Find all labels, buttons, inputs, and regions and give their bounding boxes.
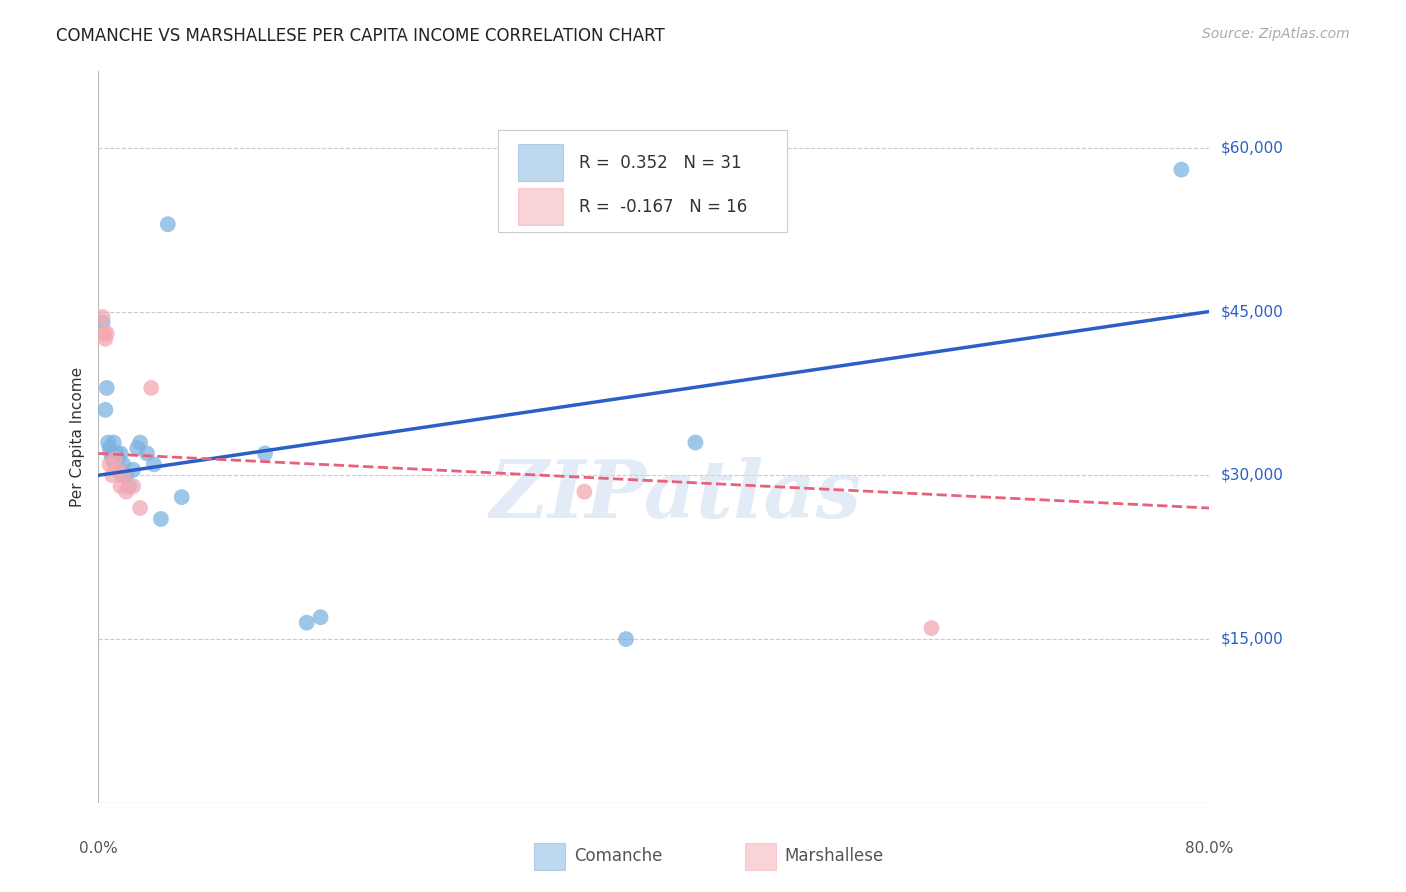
Point <box>91 310 114 324</box>
Point <box>118 479 141 493</box>
Text: Source: ZipAtlas.com: Source: ZipAtlas.com <box>1202 27 1350 41</box>
Point <box>103 435 125 450</box>
Point <box>1170 162 1192 177</box>
Point <box>101 451 124 466</box>
Point <box>143 458 166 472</box>
Point <box>98 441 121 455</box>
Text: $60,000: $60,000 <box>1220 140 1284 155</box>
Point <box>127 441 149 455</box>
Y-axis label: Per Capita Income: Per Capita Income <box>69 367 84 508</box>
Text: COMANCHE VS MARSHALLESE PER CAPITA INCOME CORRELATION CHART: COMANCHE VS MARSHALLESE PER CAPITA INCOM… <box>56 27 665 45</box>
Text: R =  -0.167   N = 16: R = -0.167 N = 16 <box>579 198 748 216</box>
Point <box>115 484 138 499</box>
Point <box>105 446 128 460</box>
Point <box>295 615 318 630</box>
Text: 80.0%: 80.0% <box>1185 841 1233 856</box>
Point <box>100 446 122 460</box>
Point <box>122 479 145 493</box>
Point <box>309 610 332 624</box>
Text: R =  0.352   N = 31: R = 0.352 N = 31 <box>579 153 742 171</box>
FancyBboxPatch shape <box>519 188 562 225</box>
FancyBboxPatch shape <box>519 145 562 181</box>
Point <box>156 217 179 231</box>
Point <box>112 468 135 483</box>
Point <box>108 463 131 477</box>
Point <box>136 446 159 460</box>
Text: Marshallese: Marshallese <box>785 847 884 865</box>
Text: Comanche: Comanche <box>574 847 662 865</box>
Point <box>253 446 276 460</box>
Point <box>170 490 193 504</box>
Point <box>685 435 707 450</box>
Text: ZIPatlas: ZIPatlas <box>489 457 862 534</box>
FancyBboxPatch shape <box>498 130 787 232</box>
Point <box>115 468 138 483</box>
Point <box>97 435 120 450</box>
Point <box>111 468 134 483</box>
Point <box>98 458 121 472</box>
Point <box>112 458 135 472</box>
Text: 0.0%: 0.0% <box>79 841 118 856</box>
Point <box>93 326 115 341</box>
Point <box>920 621 942 635</box>
Point <box>141 381 163 395</box>
Point <box>110 446 132 460</box>
Point <box>91 315 114 329</box>
Point <box>122 463 145 477</box>
Point <box>129 501 152 516</box>
Point <box>107 463 129 477</box>
Point <box>107 451 129 466</box>
Point <box>574 484 596 499</box>
Point <box>94 332 117 346</box>
Point <box>110 479 132 493</box>
Point <box>96 326 118 341</box>
Text: $30,000: $30,000 <box>1220 467 1284 483</box>
Point <box>149 512 172 526</box>
Point <box>104 458 127 472</box>
Point <box>104 451 127 466</box>
Point <box>101 468 124 483</box>
Point <box>94 402 117 417</box>
Point <box>96 381 118 395</box>
Point <box>129 435 152 450</box>
Text: $45,000: $45,000 <box>1220 304 1284 319</box>
Text: $15,000: $15,000 <box>1220 632 1284 647</box>
Point <box>614 632 637 646</box>
